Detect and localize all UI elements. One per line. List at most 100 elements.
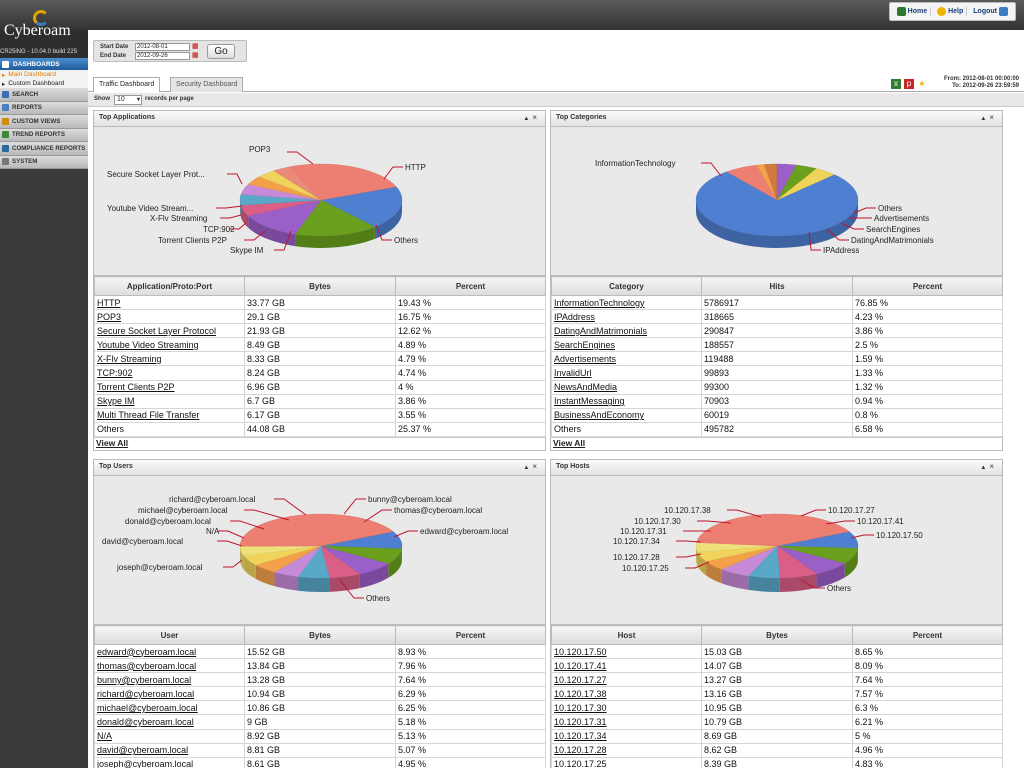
row-name-link[interactable]: 10.120.17.27 [551,672,702,688]
pie-label: Others [878,204,902,213]
column-header[interactable]: Category [551,276,702,296]
column-header[interactable]: Hits [701,276,853,296]
row-name-link[interactable]: Secure Socket Layer Protocol [94,323,245,339]
row-name-link[interactable]: POP3 [94,309,245,325]
column-header[interactable]: Percent [395,625,546,645]
row-name-link[interactable]: Torrent Clients P2P [94,379,245,395]
view-all-link[interactable]: View All [94,436,545,449]
row-name-link[interactable]: Skype IM [94,393,245,409]
column-header[interactable]: Application/Proto:Port [94,276,245,296]
row-name-link[interactable]: edward@cyberoam.local [94,643,245,660]
row-name-link[interactable]: InvalidUrl [551,365,702,381]
end-date-input[interactable]: 2012-09-26 [135,52,190,60]
tab-security-dashboard[interactable]: Security Dashboard [170,77,244,92]
column-header[interactable]: Bytes [244,625,396,645]
column-header[interactable]: Bytes [701,625,853,645]
records-per-page-select[interactable]: 10 ▾ [114,95,142,105]
row-name-link[interactable]: 10.120.17.34 [551,728,702,744]
pie-slice[interactable] [320,186,403,228]
start-date-input[interactable]: 2012-08-01 [135,43,190,51]
column-header[interactable]: Host [551,625,702,645]
row-name-link[interactable]: InstantMessaging [551,393,702,409]
row-name-link[interactable]: 10.120.17.38 [551,686,702,702]
row-name-link[interactable]: david@cyberoam.local [94,742,245,758]
row-name-link[interactable]: Advertisements [551,351,702,367]
bookmark-star-icon[interactable]: ★ [918,79,926,88]
row-name-link[interactable]: IPAddress [551,309,702,325]
sidebar-item-reports[interactable]: REPORTS [0,101,88,115]
row-name-link[interactable]: Multi Thread File Transfer [94,407,245,423]
row-name-link[interactable]: N/A [94,728,245,744]
row-name-link[interactable]: 10.120.17.30 [551,700,702,716]
close-icon[interactable]: × [532,462,540,471]
row-percent: 3.86 % [852,323,1003,339]
pie-slice[interactable] [696,513,850,547]
top-applications-widget: Top Applications ▲× POP3 HTTP Secure Socket … [93,110,546,451]
column-header[interactable]: Bytes [244,276,396,296]
pie-slice[interactable] [695,171,859,237]
pie-slice[interactable] [239,513,394,547]
sidebar-item-search[interactable]: SEARCH [0,88,88,102]
sidebar-item-trend-reports[interactable]: TREND REPORTS [0,128,88,142]
pie-slice[interactable] [247,199,322,235]
row-name-link[interactable]: BusinessAndEconomy [551,407,702,423]
row-name-link[interactable]: 10.120.17.50 [551,643,702,660]
collapse-icon[interactable]: ▲ [980,116,990,122]
row-name-link[interactable]: 10.120.17.28 [551,742,702,758]
column-header[interactable]: Percent [395,276,546,296]
row-name-link[interactable]: joseph@cyberoam.local [94,756,245,768]
row-name-link[interactable]: TCP:902 [94,365,245,381]
pie-leader-line [375,224,392,241]
row-name-link[interactable]: 10.120.17.25 [551,756,702,768]
close-icon[interactable]: × [532,113,540,122]
sidebar-item-main-dashboard[interactable]: ▸ Main Dashboard [0,70,88,79]
row-name-link[interactable]: donald@cyberoam.local [94,714,245,730]
collapse-icon[interactable]: ▲ [523,116,533,122]
pie-label: IPAddress [823,246,859,255]
row-value: 21.93 GB [244,323,396,339]
row-name-link[interactable]: HTTP [94,294,245,311]
pie-slice-side [359,563,389,589]
column-header[interactable]: User [94,625,245,645]
sidebar-item-compliance-reports[interactable]: COMPLIANCE REPORTS [0,142,88,156]
calendar-icon[interactable]: ▦ [192,52,199,59]
row-name-link[interactable]: bunny@cyberoam.local [94,672,245,688]
collapse-icon[interactable]: ▲ [980,465,990,471]
pie-slice[interactable] [289,163,397,201]
collapse-icon[interactable]: ▲ [523,465,533,471]
sidebar-item-dashboards[interactable]: DASHBOARDS [0,58,88,70]
row-name-link[interactable]: X-Flv Streaming [94,351,245,367]
row-name-link[interactable]: 10.120.17.31 [551,714,702,730]
close-icon[interactable]: × [989,113,997,122]
table-row: david@cyberoam.local 8.81 GB 5.07 % [94,742,546,758]
pie-leader-line [676,553,702,558]
row-name-link[interactable]: DatingAndMatrimonials [551,323,702,339]
column-header[interactable]: Percent [852,625,1003,645]
tab-traffic-dashboard[interactable]: Traffic Dashboard [93,77,161,92]
logout-button[interactable]: Logout [970,7,1011,16]
calendar-icon[interactable]: ▦ [192,43,199,50]
column-header[interactable]: Percent [852,276,1003,296]
sidebar-item-custom-dashboard[interactable]: ▸ Custom Dashboard [0,79,88,88]
table-row: thomas@cyberoam.local 13.84 GB 7.96 % [94,658,546,674]
go-button[interactable]: Go [207,44,235,59]
sidebar-item-system[interactable]: SYSTEM [0,155,88,169]
sidebar-item-custom-views[interactable]: CUSTOM VIEWS [0,115,88,129]
pie-slice[interactable] [776,168,835,201]
view-all-link[interactable]: View All [551,436,1002,449]
pie-slice[interactable] [294,199,376,237]
row-name-link[interactable]: NewsAndMedia [551,379,702,395]
row-name-link[interactable]: Youtube Video Streaming [94,337,245,353]
row-name-link[interactable]: SearchEngines [551,337,702,353]
row-name-link[interactable]: InformationTechnology [551,294,702,311]
row-name-link[interactable]: richard@cyberoam.local [94,686,245,702]
close-icon[interactable]: × [989,462,997,471]
row-name-link[interactable]: michael@cyberoam.local [94,700,245,716]
home-button[interactable]: Home [894,7,932,16]
help-button[interactable]: Help [934,7,968,16]
row-name-link[interactable]: 10.120.17.41 [551,658,702,674]
row-name-link[interactable]: thomas@cyberoam.local [94,658,245,674]
row-percent: 4.74 % [395,365,546,381]
excel-export-icon[interactable]: x [891,79,901,89]
pdf-export-icon[interactable]: p [904,79,914,89]
